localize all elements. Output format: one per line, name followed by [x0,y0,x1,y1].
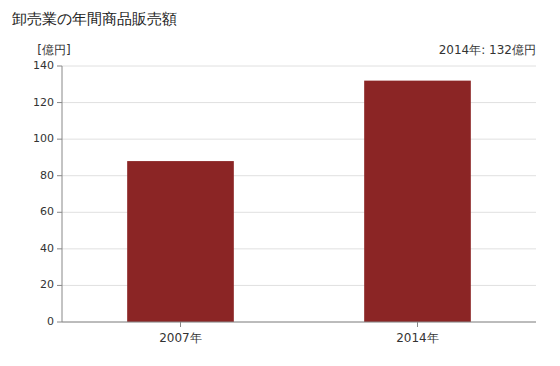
title: 卸売業の年間商品販売額 [12,10,177,28]
y-tick-label: 80 [40,169,54,182]
x-axis-line [62,322,536,323]
grid-line [62,66,536,67]
y-tick [57,66,62,67]
y-tick [57,322,62,323]
y-tick [57,285,62,286]
bars [127,81,471,322]
chart-container: 0 20 40 60 80 100 120 140 2007年 2014年 卸売業の年間商品販売額 [… [0,0,560,366]
x-tick-label: 2014年 [396,331,439,345]
y-tick-label: 40 [40,242,54,255]
grid-line [62,322,536,323]
x-tick [417,322,418,327]
y-tick-label: 60 [40,205,54,218]
y-axis-label: [億円] [37,43,70,57]
y-tick [57,175,62,176]
y-tick [57,139,62,140]
y-tick-label: 140 [33,59,54,72]
x-axis: 2007年 2014年 [159,322,439,345]
y-tick-label: 100 [33,132,54,145]
annotation: 2014年: 132億円 [439,43,536,57]
bar [127,161,234,322]
y-tick-label: 120 [33,96,54,109]
bar [364,81,471,322]
y-tick-label: 0 [47,315,54,328]
x-tick-label: 2007年 [159,331,202,345]
y-tick [57,102,62,103]
y-tick [57,212,62,213]
y-tick-label: 20 [40,278,54,291]
chart: 0 20 40 60 80 100 120 140 2007年 2014年 卸売業の年間商品販売額 [… [0,0,560,366]
y-axis-line [62,66,63,322]
x-tick [180,322,181,327]
grid [62,66,536,322]
y-tick [57,248,62,249]
y-axis: 0 20 40 60 80 100 120 140 [33,59,62,328]
